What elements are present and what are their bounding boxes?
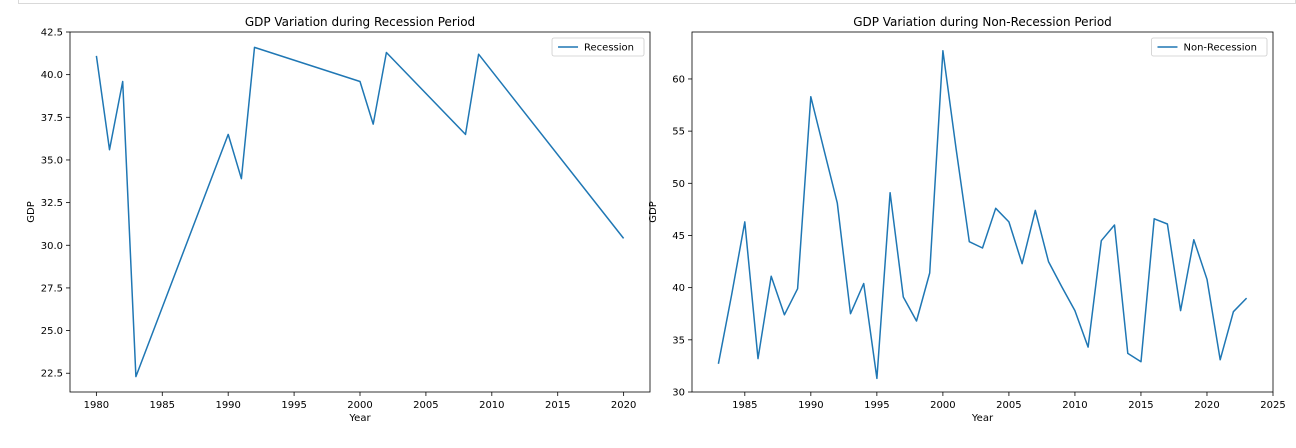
legend: Non-Recession: [1151, 37, 1268, 57]
y-tick-label: 30: [672, 388, 685, 399]
x-tick-label: 2020: [611, 400, 636, 411]
x-tick-label: 2000: [930, 400, 955, 411]
y-tick-label: 22.5: [41, 369, 63, 380]
y-tick-label: 37.5: [41, 113, 63, 124]
x-tick-label: 2005: [996, 400, 1021, 411]
y-tick-label: 40: [672, 283, 685, 294]
y-tick-label: 55: [672, 127, 685, 138]
x-tick-label: 1980: [84, 400, 109, 411]
y-axis-label: GDP: [648, 201, 659, 222]
x-axis-label: Year: [348, 413, 371, 424]
y-tick-label: 60: [672, 74, 685, 85]
y-tick-label: 45: [672, 231, 685, 242]
x-tick-label: 1985: [150, 400, 175, 411]
plot-area-frame: [691, 31, 1274, 393]
legend-entry: Recession: [584, 43, 634, 54]
x-axis-label: Year: [971, 413, 994, 424]
y-tick-label: 50: [672, 179, 685, 190]
x-tick-label: 1990: [215, 400, 240, 411]
chart-title: GDP Variation during Non-Recession Perio…: [853, 15, 1112, 29]
series-line-recession: [95, 46, 625, 378]
legend-entry: Non-Recession: [1183, 43, 1257, 54]
series-line-non-recession: [717, 50, 1248, 380]
x-tick-label: 2010: [1062, 400, 1087, 411]
y-tick-label: 25.0: [41, 326, 63, 337]
x-tick-label: 2000: [347, 400, 372, 411]
chart-title: GDP Variation during Recession Period: [245, 15, 475, 29]
legend-box: [551, 37, 645, 57]
y-tick-label: 35.0: [41, 155, 63, 166]
y-axis-label: GDP: [26, 201, 37, 222]
x-tick-label: 1985: [732, 400, 757, 411]
chart-panel-1: GDP Variation during Recession Period 198…: [26, 15, 651, 424]
chart-panel-2: GDP Variation during Non-Recession Perio…: [648, 15, 1286, 424]
x-tick-label: 2015: [545, 400, 570, 411]
x-tick-label: 2015: [1128, 400, 1153, 411]
y-tick-label: 27.5: [41, 283, 63, 294]
x-tick-label: 2010: [479, 400, 504, 411]
legend: Recession: [551, 37, 645, 57]
x-tick-label: 1995: [281, 400, 306, 411]
y-tick-label: 35: [672, 335, 685, 346]
y-tick-label: 40.0: [41, 70, 63, 81]
x-tick-label: 2020: [1194, 400, 1219, 411]
x-tick-label: 1990: [798, 400, 823, 411]
x-tick-label: 1995: [864, 400, 889, 411]
legend-box: [1151, 37, 1268, 57]
y-tick-label: 32.5: [41, 198, 63, 209]
plot-area-frame: [69, 31, 651, 393]
x-tick-label: 2025: [1260, 400, 1285, 411]
y-tick-label: 30.0: [41, 241, 63, 252]
x-tick-label: 2005: [413, 400, 438, 411]
y-tick-label: 42.5: [41, 28, 63, 39]
